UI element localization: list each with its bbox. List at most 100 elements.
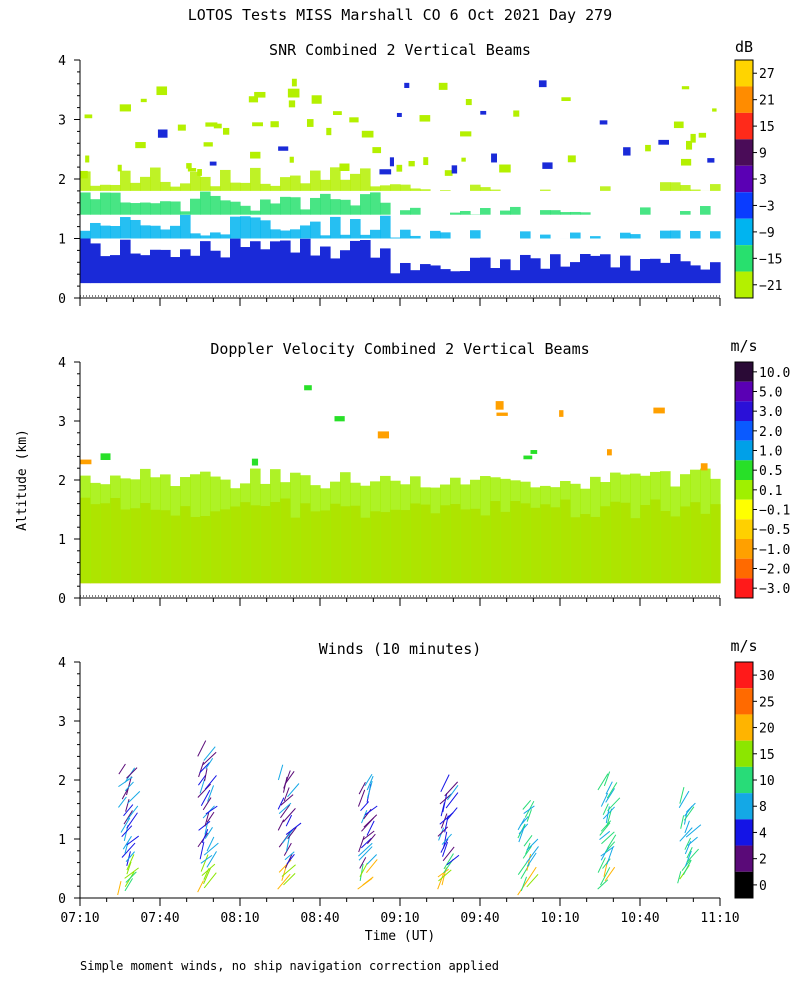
field-cell [130, 182, 141, 191]
wind-barb [442, 846, 455, 862]
echo [177, 124, 186, 131]
wind-barb [607, 797, 621, 812]
echo [291, 78, 297, 87]
field-cell [640, 207, 651, 215]
echo [311, 95, 322, 104]
wind-barb [197, 880, 204, 893]
field-cell [110, 184, 121, 191]
field-cell [140, 176, 151, 191]
field-cell [380, 248, 391, 284]
field-cell [140, 202, 151, 215]
wind-barb [523, 834, 533, 847]
field-cell [290, 472, 301, 584]
echo [289, 156, 294, 163]
field-cell [250, 241, 261, 284]
field-cell [430, 230, 441, 239]
wind-barb [362, 830, 375, 840]
wind-barb [283, 787, 290, 802]
field-cell [190, 233, 201, 239]
field-cell [480, 187, 491, 191]
echo [712, 108, 717, 112]
echo [396, 164, 403, 172]
wind-barb [684, 850, 692, 867]
field-cell [410, 476, 421, 584]
wind-profile [277, 764, 302, 890]
field-cell [300, 475, 311, 584]
colorbar-swatch [735, 871, 753, 898]
field-cell [220, 169, 231, 191]
colorbar-label: 21 [759, 94, 775, 109]
wind-barb [682, 859, 692, 876]
y-tick-label: 0 [58, 892, 66, 907]
wind-barb [526, 838, 539, 851]
field-cell [280, 230, 291, 239]
echo [690, 133, 696, 143]
field-cell [310, 170, 321, 191]
wind-barb [525, 866, 537, 884]
colorbar-label: 5.0 [759, 386, 782, 401]
field-cell [230, 238, 241, 284]
wind-barb [599, 830, 611, 840]
field-cell [520, 254, 531, 284]
field-cell [700, 269, 711, 284]
field-cell [270, 203, 281, 215]
field-cell [240, 182, 251, 191]
field-cell [700, 206, 711, 215]
wind-barb [277, 764, 284, 781]
wind-barb [680, 815, 685, 829]
colorbar-label: −15 [759, 252, 782, 267]
echo [135, 142, 146, 149]
wind-barb [200, 789, 211, 806]
field-cell [460, 484, 471, 584]
field-cell [560, 212, 571, 215]
field-cell [250, 468, 261, 584]
colorbar-swatch [735, 381, 753, 402]
y-tick-label: 3 [58, 415, 66, 430]
field-cell [380, 215, 391, 239]
field-cell [160, 474, 171, 584]
wind-barb [439, 793, 452, 805]
field-cell [520, 481, 531, 584]
field-cell [290, 229, 301, 239]
field-cell [600, 254, 611, 284]
field-cell [310, 255, 321, 284]
wind-barb [197, 832, 209, 848]
field-cell [80, 171, 91, 191]
field-cell [620, 232, 631, 239]
colorbar-swatch [735, 86, 753, 113]
field-cell [670, 486, 681, 584]
colorbar-label: 1.0 [759, 445, 782, 460]
wind-barb [366, 854, 377, 865]
field-cell [220, 479, 231, 584]
field-cell [500, 210, 511, 215]
field-cell [630, 234, 641, 239]
field-cell [240, 247, 251, 284]
field-cell [200, 471, 211, 584]
field-cell [590, 255, 601, 284]
wind-barb [604, 866, 616, 882]
field-cell [200, 176, 211, 191]
field-cell [540, 268, 551, 284]
wind-barb [204, 812, 210, 827]
field-cell [260, 199, 271, 215]
field-cell [450, 271, 461, 284]
field-cell [270, 469, 281, 584]
wind-barb [200, 854, 213, 864]
field-cell [310, 485, 321, 584]
field-cell [520, 231, 531, 239]
wind-barb [197, 740, 207, 757]
echo [645, 144, 651, 152]
colorbar-label: −2.0 [759, 563, 790, 578]
field-cell [320, 246, 331, 284]
wind-barb [126, 854, 135, 871]
field-cell [100, 225, 111, 239]
colorbar-label: 9 [759, 147, 767, 162]
echo [396, 112, 402, 117]
field-cell [180, 214, 191, 239]
field-cell [260, 220, 271, 239]
x-tick-label: 10:40 [620, 911, 659, 926]
echo [209, 161, 217, 166]
field-cell [120, 170, 131, 191]
echo [686, 140, 693, 150]
